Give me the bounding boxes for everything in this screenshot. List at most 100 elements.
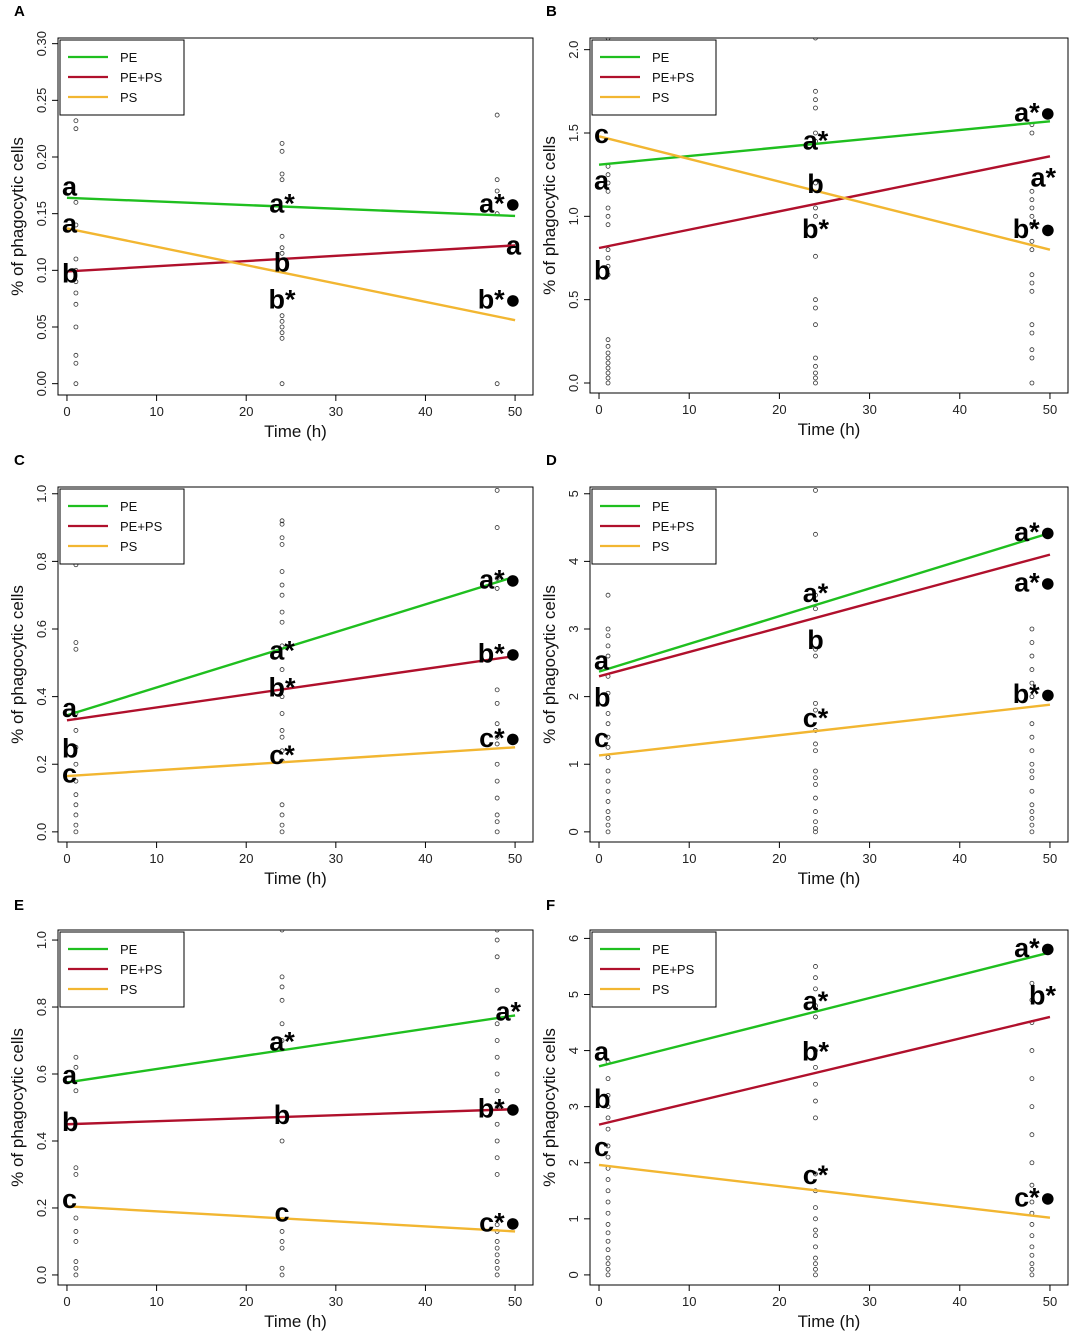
- data-point: [279, 974, 285, 980]
- data-point: [605, 180, 611, 186]
- data-point: [73, 279, 79, 285]
- data-point: [1029, 247, 1035, 253]
- x-tick-label: 50: [1043, 851, 1057, 866]
- data-point: [279, 812, 285, 818]
- series-line-pe: [66, 1014, 516, 1084]
- data-point: [1029, 238, 1035, 244]
- data-point: [494, 1038, 500, 1043]
- data-point: [1029, 1160, 1035, 1166]
- data-point: [813, 205, 818, 211]
- x-tick-label: 10: [682, 402, 696, 417]
- y-axis-title: % of phagocytic cells: [540, 585, 559, 744]
- data-point: [1029, 653, 1035, 659]
- data-point: [73, 1215, 79, 1221]
- y-tick-label: 6: [566, 935, 581, 942]
- data-point: [1029, 1076, 1035, 1082]
- data-point: [279, 609, 285, 615]
- significance-label: b*: [1029, 980, 1056, 1010]
- data-point: [813, 653, 818, 659]
- significance-label: b: [274, 1100, 291, 1130]
- x-tick-label: 40: [953, 1294, 967, 1309]
- y-axis-title: % of phagocytic cells: [8, 137, 27, 296]
- x-tick-label: 20: [772, 1294, 786, 1309]
- data-point: [1029, 775, 1035, 781]
- data-point: [813, 97, 818, 103]
- data-point: [494, 987, 500, 993]
- data-point: [1029, 347, 1035, 353]
- y-tick-label: 0.4: [34, 1132, 49, 1150]
- x-tick-label: 50: [508, 404, 522, 419]
- data-point: [73, 352, 79, 358]
- significance-label: a: [62, 693, 78, 723]
- data-point: [1029, 1233, 1035, 1239]
- data-point: [494, 741, 500, 747]
- data-point: [813, 1065, 818, 1070]
- data-point: [73, 812, 79, 818]
- data-point: [494, 761, 500, 767]
- data-point: [813, 355, 818, 361]
- significance-label: b: [807, 169, 824, 199]
- y-tick-label: 0.20: [34, 144, 49, 169]
- data-point: [605, 343, 611, 349]
- data-point: [605, 768, 611, 774]
- data-point: [605, 1255, 611, 1261]
- data-point: [73, 792, 79, 798]
- data-point: [1029, 1266, 1035, 1272]
- data-point: [605, 172, 611, 178]
- y-tick-label: 2: [566, 1159, 581, 1166]
- data-point: [494, 930, 500, 933]
- data-point: [1029, 768, 1035, 774]
- y-tick-label: 3: [566, 625, 581, 632]
- y-tick-label: 0.2: [34, 1199, 49, 1217]
- data-point: [605, 1266, 611, 1272]
- y-tick-label: 0.6: [34, 620, 49, 638]
- y-tick-label: 0.0: [566, 374, 581, 392]
- data-point: [813, 782, 818, 787]
- data-point: [73, 256, 79, 262]
- significance-label: c*: [269, 740, 295, 770]
- x-tick-label: 40: [418, 1294, 432, 1309]
- significance-label: c: [594, 723, 609, 753]
- x-axis-title: Time (h): [264, 422, 327, 441]
- data-point: [73, 290, 79, 296]
- data-point: [813, 180, 818, 186]
- data-point: [605, 188, 611, 194]
- plot-area: [598, 487, 1051, 835]
- y-tick-label: 5: [566, 991, 581, 998]
- data-point: [279, 335, 285, 341]
- significance-label: b*●: [478, 1094, 521, 1124]
- data-point: [1029, 188, 1035, 194]
- y-tick-label: 0.8: [34, 552, 49, 570]
- plot-frame: [589, 929, 1069, 1286]
- x-tick-label: 20: [239, 404, 253, 419]
- data-point: [813, 1261, 818, 1267]
- x-tick-label: 30: [329, 404, 343, 419]
- data-point: [813, 1048, 818, 1053]
- data-point: [605, 1154, 611, 1160]
- data-point: [605, 1199, 611, 1205]
- data-point: [813, 707, 818, 713]
- data-point: [813, 1205, 818, 1211]
- significance-label: b*: [802, 214, 829, 244]
- data-point: [279, 582, 285, 588]
- y-tick-label: 0.8: [34, 998, 49, 1016]
- data-point: [1029, 355, 1035, 361]
- data-point: [605, 337, 611, 343]
- data-point: [605, 653, 611, 659]
- data-point: [1029, 761, 1035, 767]
- data-point: [813, 826, 818, 831]
- data-point: [279, 1021, 285, 1027]
- data-point: [73, 381, 79, 387]
- y-tick-label: 0: [566, 1271, 581, 1278]
- y-tick-label: 1.5: [566, 124, 581, 142]
- data-point: [73, 761, 79, 767]
- plot-area: [66, 487, 516, 835]
- significance-label: a: [62, 171, 78, 201]
- data-point: [813, 741, 818, 747]
- x-tick-label: 0: [63, 404, 70, 419]
- data-point: [813, 322, 818, 328]
- data-point: [605, 755, 611, 760]
- x-tick-label: 0: [595, 851, 602, 866]
- data-point: [1029, 997, 1035, 1003]
- x-axis-title: Time (h): [264, 869, 327, 888]
